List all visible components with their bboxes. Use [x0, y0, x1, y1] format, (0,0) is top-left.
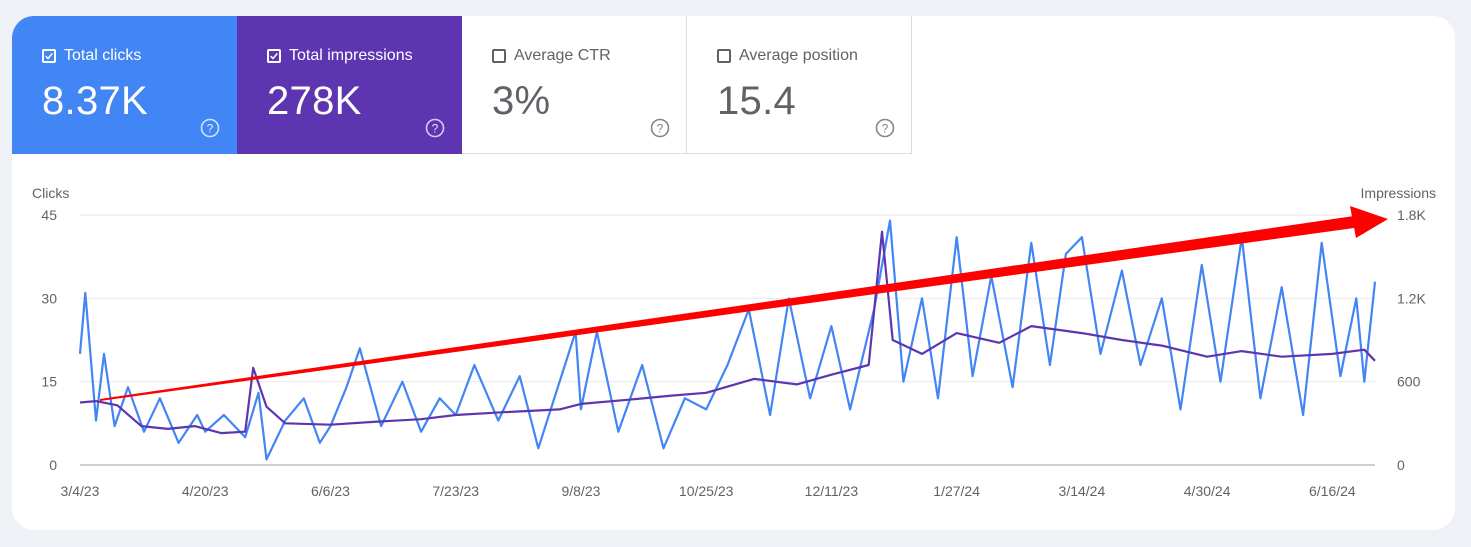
arrow-shaft: [100, 216, 1354, 401]
x-tick-label: 7/23/23: [432, 483, 479, 499]
metric-value: 15.4: [717, 79, 797, 123]
y-tick-label-right: 1.8K: [1397, 207, 1426, 223]
y-tick-label-right: 0: [1397, 457, 1405, 473]
metric-average-position[interactable]: Average position 15.4 ?: [687, 16, 912, 154]
performance-card: Total clicks 8.37K ? Total impressions 2…: [12, 16, 1455, 530]
annotation-arrow: [100, 206, 1388, 401]
arrow-head: [1350, 206, 1388, 238]
x-tick-label: 4/30/24: [1184, 483, 1231, 499]
y-ticks-left: 0 15 30 45: [41, 207, 57, 473]
metric-label: Average position: [739, 47, 858, 64]
svg-text:?: ?: [207, 122, 214, 136]
y-axis-right-label: Impressions: [1361, 185, 1436, 201]
help-circle-icon[interactable]: ?: [200, 118, 220, 138]
y-tick-label-right: 1.2K: [1397, 290, 1426, 306]
y-ticks-right: 0 600 1.2K 1.8K: [1397, 207, 1426, 473]
metric-total-clicks[interactable]: Total clicks 8.37K ?: [12, 16, 237, 154]
series-line-clicks: [78, 219, 1377, 461]
help-circle-icon[interactable]: ?: [875, 118, 895, 138]
y-tick-label-left: 45: [41, 207, 57, 223]
y-axis-left-label: Clicks: [32, 185, 69, 201]
svg-text:?: ?: [882, 122, 889, 136]
y-tick-label-left: 30: [41, 290, 57, 306]
metric-value: 278K: [267, 79, 362, 123]
x-ticks: 3/4/23 4/20/23 6/6/23 7/23/23 9/8/23 10/25/23…: [61, 483, 1356, 499]
y-tick-label-right: 600: [1397, 374, 1421, 390]
metric-value: 8.37K: [42, 79, 149, 123]
x-tick-label: 9/8/23: [561, 483, 600, 499]
svg-text:?: ?: [432, 122, 439, 136]
y-tick-label-left: 0: [49, 457, 57, 473]
y-tick-label-left: 15: [41, 374, 57, 390]
metric-average-ctr[interactable]: Average CTR 3% ?: [462, 16, 687, 154]
metric-label: Average CTR: [514, 47, 611, 64]
metric-tabs: Total clicks 8.37K ? Total impressions 2…: [12, 16, 912, 154]
help-circle-icon[interactable]: ?: [425, 118, 445, 138]
x-tick-label: 6/16/24: [1309, 483, 1356, 499]
x-tick-label: 12/11/23: [805, 483, 859, 499]
checkbox-icon[interactable]: [492, 49, 506, 63]
x-tick-label: 3/4/23: [61, 483, 100, 499]
x-tick-label: 3/14/24: [1059, 483, 1106, 499]
checkbox-icon[interactable]: [42, 49, 56, 63]
metric-total-impressions[interactable]: Total impressions 278K ?: [237, 16, 462, 154]
svg-text:?: ?: [657, 122, 664, 136]
grid-lines: [80, 214, 1375, 466]
metric-label: Total impressions: [289, 47, 413, 64]
x-tick-label: 1/27/24: [933, 483, 980, 499]
series-line-impressions: [79, 230, 1376, 435]
x-tick-label: 10/25/23: [679, 483, 734, 499]
x-tick-label: 4/20/23: [182, 483, 229, 499]
x-tick-label: 6/6/23: [311, 483, 350, 499]
checkbox-icon[interactable]: [717, 49, 731, 63]
metric-label: Total clicks: [64, 47, 142, 64]
metric-value: 3%: [492, 79, 551, 123]
checkbox-icon[interactable]: [267, 49, 281, 63]
help-circle-icon[interactable]: ?: [650, 118, 670, 138]
